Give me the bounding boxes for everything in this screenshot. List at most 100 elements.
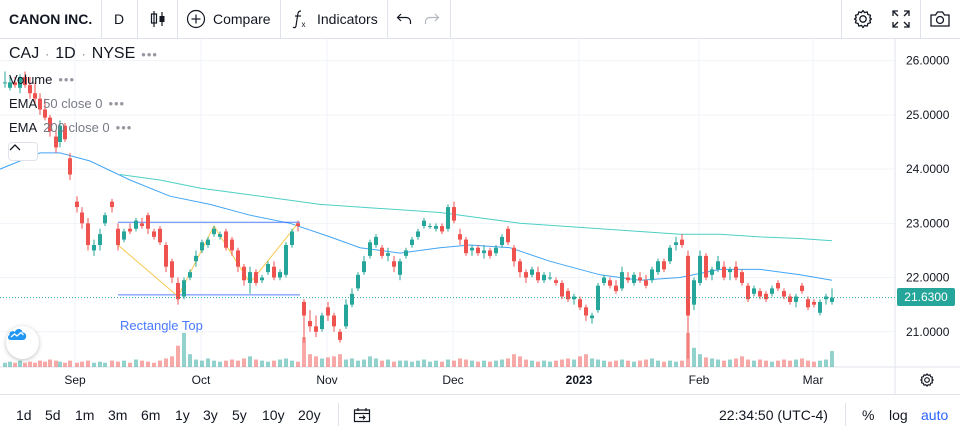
candle-body [236, 250, 240, 267]
fullscreen-button[interactable] [891, 0, 911, 38]
candle-body [194, 255, 198, 262]
candle-body [428, 226, 432, 228]
candle-body [554, 280, 558, 283]
candle-body [764, 293, 768, 300]
candle-body [362, 261, 366, 273]
candle-body [54, 136, 58, 148]
candle-body [758, 291, 762, 297]
candles-icon [150, 10, 166, 28]
volume-bar [392, 361, 396, 367]
date-range-button[interactable] [353, 395, 371, 433]
volume-bar [482, 360, 486, 367]
candle-body [224, 231, 228, 248]
volume-bar [656, 360, 660, 367]
candle-body [248, 272, 252, 283]
ema200-legend[interactable]: EMA 200 close 0 ••• [9, 120, 132, 135]
volume-bar [488, 361, 492, 367]
candle-body [218, 234, 222, 237]
volume-bar [452, 360, 456, 367]
chart-pane[interactable]: 26.0000 25.0000 24.0000 23.0000 22.0000 21.00… [0, 39, 960, 394]
candle-body [530, 269, 534, 275]
legend-collapse-button[interactable] [8, 142, 38, 161]
candle-body [782, 291, 786, 297]
range-label: 5d [45, 406, 61, 423]
volume-bar [770, 361, 774, 367]
main-series-legend: CAJ · 1D · NYSE ••• [9, 45, 158, 62]
volume-bar [332, 356, 336, 367]
settings-button[interactable] [852, 0, 874, 38]
range-10y-button[interactable]: 10y [262, 395, 285, 433]
range-1m-button[interactable]: 1m [75, 395, 94, 433]
volume-bar [146, 361, 150, 367]
candle-body [416, 231, 420, 237]
range-6m-button[interactable]: 6m [141, 395, 160, 433]
auto-scale-toggle[interactable]: auto [921, 395, 948, 433]
ema50-more-icon[interactable]: ••• [108, 96, 126, 111]
volume-bar [230, 359, 234, 367]
candle-body [788, 296, 792, 302]
volume-bar [494, 360, 498, 367]
time-axis-tick-label: Oct [192, 373, 211, 387]
range-1y-button[interactable]: 1y [175, 395, 190, 433]
price-axis-tick-label: 21.0000 [906, 325, 950, 339]
candle-body [818, 301, 822, 313]
candle-body [650, 269, 654, 281]
volume-bar [48, 359, 52, 367]
candle-body [638, 277, 642, 281]
volume-bar [716, 359, 720, 367]
chart-canvas[interactable]: 26.0000 25.0000 24.0000 23.0000 22.0000 21.00… [0, 39, 960, 394]
interval-button[interactable]: D [114, 0, 124, 38]
candle-body [110, 201, 114, 208]
log-scale-toggle[interactable]: log [889, 395, 908, 433]
volume-bar [278, 359, 282, 367]
candle-body [494, 247, 498, 254]
range-3m-button[interactable]: 3m [108, 395, 127, 433]
symbol-search-button[interactable]: CANON INC. [9, 0, 92, 38]
price-axis-tick-label: 22.0000 [906, 271, 950, 285]
candle-body [740, 272, 744, 283]
legend-more-icon[interactable]: ••• [141, 46, 158, 62]
rectangle-top-label[interactable]: Rectangle Top [120, 318, 203, 333]
indicators-button[interactable]: x Indicators [292, 0, 378, 38]
range-1d-button[interactable]: 1d [16, 395, 32, 433]
range-5y-button[interactable]: 5y [232, 395, 247, 433]
range-5d-button[interactable]: 5d [45, 395, 61, 433]
undo-button[interactable] [396, 0, 412, 38]
candle-body [422, 220, 426, 227]
ema50-legend[interactable]: EMA 50 close 0 ••• [9, 96, 125, 111]
volume-more-icon[interactable]: ••• [58, 72, 76, 87]
volume-bar [578, 356, 582, 367]
range-label: 6m [141, 406, 161, 423]
tradingview-logo-button[interactable] [6, 326, 39, 359]
volume-bar [272, 360, 276, 367]
volume-bar [386, 359, 390, 367]
range-label: 1y [175, 406, 190, 423]
bottom-toolbar: 1d 5d 1m 3m 6m 1y 3y 5y 10y 20y 22:34:50… [0, 394, 960, 433]
candle-body [692, 280, 696, 305]
candle-body [632, 274, 636, 283]
legend-interval: 1D [55, 45, 76, 62]
volume-legend[interactable]: Volume ••• [9, 72, 75, 87]
candle-body [344, 304, 348, 327]
percent-scale-toggle[interactable]: % [862, 395, 874, 433]
clock-timezone[interactable]: 22:34:50 (UTC-4) [719, 395, 828, 433]
volume-bar [356, 360, 360, 367]
compare-button[interactable]: Compare [186, 0, 271, 38]
candle-body [164, 245, 168, 267]
candle-body [272, 266, 276, 278]
volume-bar [374, 358, 378, 367]
volume-bar [398, 360, 402, 367]
redo-button[interactable] [424, 0, 440, 38]
volume-bar [626, 360, 630, 367]
volume-bar [242, 358, 246, 367]
range-3y-button[interactable]: 3y [203, 395, 218, 433]
redo-icon [424, 12, 440, 26]
volume-bar [362, 359, 366, 367]
chart-style-button[interactable] [150, 0, 166, 38]
ema200-more-icon[interactable]: ••• [115, 120, 133, 135]
volume-bar [158, 360, 162, 367]
range-label: 10y [262, 406, 285, 423]
volume-bar [644, 359, 648, 367]
range-20y-button[interactable]: 20y [298, 395, 321, 433]
screenshot-button[interactable] [929, 0, 951, 38]
